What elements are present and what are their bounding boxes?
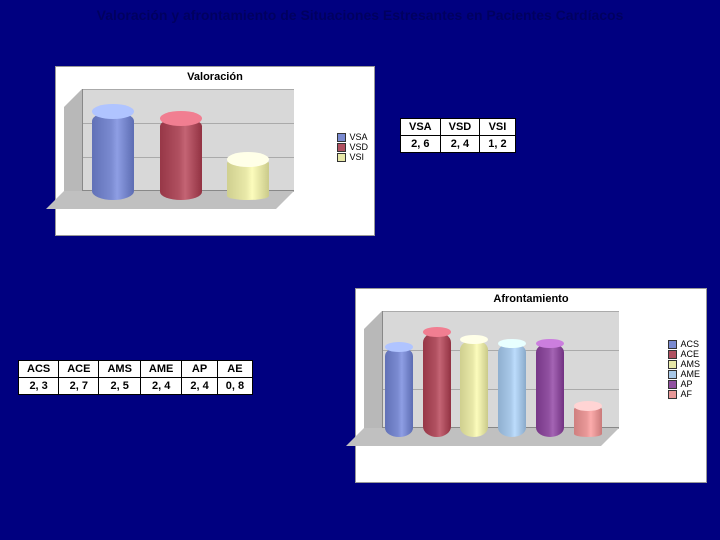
bar-AME xyxy=(498,343,526,437)
chart1-legend: VSAVSDVSI xyxy=(337,132,368,163)
legend-label: AP xyxy=(680,380,692,389)
legend-item: AF xyxy=(668,390,700,399)
chart2-plot xyxy=(364,311,619,446)
valoracion-chart: Valoración VSAVSDVSI xyxy=(55,66,375,236)
legend-item: VSA xyxy=(337,133,368,142)
legend-label: AF xyxy=(680,390,692,399)
afrontamiento-chart: Afrontamiento ACSACEAMSAMEAPAF xyxy=(355,288,707,483)
chart2-legend: ACSACEAMSAMEAPAF xyxy=(668,339,700,400)
table-header: AE xyxy=(217,361,252,378)
bar-AF xyxy=(574,406,602,437)
table-cell: 2, 5 xyxy=(99,378,140,395)
table-header: VSA xyxy=(401,119,441,136)
legend-swatch-icon xyxy=(337,133,346,142)
table-cell: 2, 4 xyxy=(140,378,181,395)
table-cell: 0, 8 xyxy=(217,378,252,395)
page-title: Valoración y afrontamiento de Situacione… xyxy=(0,0,720,32)
table-header: AMS xyxy=(99,361,140,378)
bar-VSA xyxy=(92,112,134,200)
legend-item: VSI xyxy=(337,153,368,162)
table-header: ACE xyxy=(59,361,99,378)
bar-ACS xyxy=(385,347,413,437)
table-cell: 2, 4 xyxy=(440,136,480,153)
legend-swatch-icon xyxy=(668,390,677,399)
chart1-plot xyxy=(64,89,294,209)
legend-swatch-icon xyxy=(337,153,346,162)
legend-label: VSA xyxy=(349,133,367,142)
legend-item: ACE xyxy=(668,350,700,359)
legend-item: VSD xyxy=(337,143,368,152)
legend-label: AME xyxy=(680,370,700,379)
table-header: ACS xyxy=(19,361,59,378)
legend-swatch-icon xyxy=(668,340,677,349)
legend-item: AME xyxy=(668,370,700,379)
table-cell: 2, 7 xyxy=(59,378,99,395)
legend-item: AMS xyxy=(668,360,700,369)
bar-VSD xyxy=(160,118,202,200)
table-cell: 2, 6 xyxy=(401,136,441,153)
table-cell: 1, 2 xyxy=(480,136,515,153)
legend-item: ACS xyxy=(668,340,700,349)
bar-AP xyxy=(536,343,564,437)
chart1-title: Valoración xyxy=(56,67,374,85)
legend-label: VSD xyxy=(349,143,368,152)
chart2-title: Afrontamiento xyxy=(356,289,706,307)
legend-swatch-icon xyxy=(337,143,346,152)
afrontamiento-table: ACSACEAMSAMEAPAE2, 32, 72, 52, 42, 40, 8 xyxy=(18,360,253,395)
legend-label: VSI xyxy=(349,153,364,162)
table-cell: 2, 3 xyxy=(19,378,59,395)
valoracion-table: VSAVSDVSI 2, 62, 41, 2 xyxy=(400,118,516,153)
legend-label: AMS xyxy=(680,360,700,369)
bar-AMS xyxy=(460,340,488,438)
legend-swatch-icon xyxy=(668,370,677,379)
legend-swatch-icon xyxy=(668,380,677,389)
legend-label: ACE xyxy=(680,350,699,359)
legend-swatch-icon xyxy=(668,350,677,359)
table-header: AME xyxy=(140,361,181,378)
table-cell: 2, 4 xyxy=(182,378,217,395)
bar-VSI xyxy=(227,159,269,200)
table-header: VSI xyxy=(480,119,515,136)
legend-label: ACS xyxy=(680,340,699,349)
table-header: VSD xyxy=(440,119,480,136)
bar-ACE xyxy=(423,332,451,437)
legend-item: AP xyxy=(668,380,700,389)
table-header: AP xyxy=(182,361,217,378)
legend-swatch-icon xyxy=(668,360,677,369)
